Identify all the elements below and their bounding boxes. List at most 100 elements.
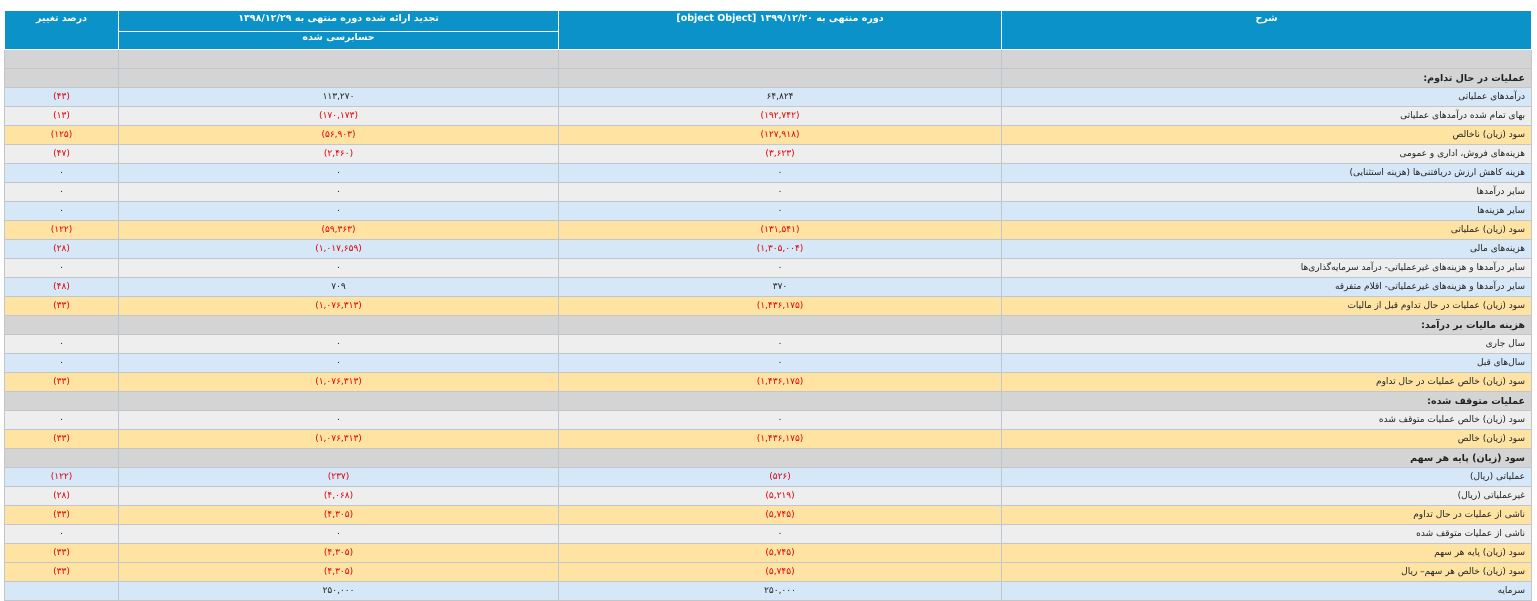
current-period-value: ۰: [558, 163, 1002, 183]
row-description: سایر درآمدها و هزینه‌های غیرعملیاتی- اقل…: [1001, 277, 1532, 297]
empty-cell: [118, 49, 559, 69]
current-period-value: ۰: [558, 334, 1002, 354]
section-row: سود (زیان) پایه هر سهم: [4, 448, 1532, 468]
row-description: سایر درآمدها و هزینه‌های غیرعملیاتی- درآ…: [1001, 258, 1532, 278]
table-row: سایر درآمدها و هزینه‌های غیرعملیاتی- اقل…: [4, 277, 1532, 297]
current-period-value: (۱۲۷,۹۱۸): [558, 125, 1002, 145]
empty-cell: [4, 49, 119, 69]
current-period-value: ۰: [558, 182, 1002, 202]
previous-period-value: ۰: [118, 410, 559, 430]
row-description: سود (زیان) ناخالص: [1001, 125, 1532, 145]
percent-change-value: (۴۸): [4, 277, 119, 297]
row-description: سود (زیان) خالص: [1001, 429, 1532, 449]
percent-change-value: ۰: [4, 258, 119, 278]
income-statement-table: شرح دوره منتهی به ۱۳۹۹/۱۲/۲۰ [object Obj…: [4, 10, 1532, 601]
table-row: عملیاتی (ریال) (۵۲۶) (۲۳۷) (۱۲۲): [4, 467, 1532, 487]
row-description: سود (زیان) خالص عملیات در حال تداوم: [1001, 372, 1532, 392]
percent-change-value: [4, 581, 119, 601]
percent-change-value: ۰: [4, 353, 119, 373]
table-row: سال‌های قبل ۰ ۰ ۰: [4, 353, 1532, 373]
table-row: سود (زیان) پایه هر سهم (۵,۷۴۵) (۴,۳۰۵) (۳۳): [4, 543, 1532, 563]
table-row: سایر درآمدها ۰ ۰ ۰: [4, 182, 1532, 202]
table-row: سود (زیان) خالص (۱,۴۳۶,۱۷۵) (۱,۰۷۶,۳۱۳) (۳۳…: [4, 429, 1532, 449]
row-description: سود (زیان) خالص هر سهم– ریال: [1001, 562, 1532, 582]
row-description: سایر درآمدها: [1001, 182, 1532, 202]
percent-change-value: (۳۳): [4, 429, 119, 449]
header-percent-change: درصد تغییر: [4, 10, 119, 50]
previous-period-value: ۱۱۳,۲۷۰: [118, 87, 559, 107]
current-period-value: (۵,۷۴۵): [558, 543, 1002, 563]
previous-period-value: ۰: [118, 524, 559, 544]
section-title: هزینه مالیات بر درآمد:: [1001, 315, 1532, 335]
previous-period-value: ۲۵۰,۰۰۰: [118, 581, 559, 601]
percent-change-value: (۳۳): [4, 543, 119, 563]
current-period-value: ۳۷۰: [558, 277, 1002, 297]
table-row: بهای تمام شده درآمدهای عملیاتی (۱۹۲,۷۴۲)(…: [4, 106, 1532, 126]
section-row: عملیات در حال تداوم:: [4, 68, 1532, 88]
percent-change-value: (۱۲۲): [4, 467, 119, 487]
section-title: سود (زیان) پایه هر سهم: [1001, 448, 1532, 468]
percent-change-value: (۲۸): [4, 486, 119, 506]
current-period-value: (۵۲۶): [558, 467, 1002, 487]
percent-change-value: ۰: [4, 524, 119, 544]
table-row: سود (زیان) عملیاتی (۱۳۱,۵۴۱) (۵۹,۳۶۳) (۱۲۲): [4, 220, 1532, 240]
table-row: سود (زیان) خالص عملیات در حال تداوم (۱,۴۳…: [4, 372, 1532, 392]
empty-cell: [118, 448, 559, 468]
previous-period-value: (۴,۳۰۵): [118, 562, 559, 582]
row-description: سود (زیان) پایه هر سهم: [1001, 543, 1532, 563]
current-period-value: (۱,۴۳۶,۱۷۵): [558, 296, 1002, 316]
current-period-value: (۱,۴۳۶,۱۷۵): [558, 372, 1002, 392]
row-description: هزینه‌های فروش، اداری و عمومی: [1001, 144, 1532, 164]
empty-cell: [558, 391, 1002, 411]
percent-change-value: (۳۳): [4, 505, 119, 525]
previous-period-value: ۷۰۹: [118, 277, 559, 297]
row-description: بهای تمام شده درآمدهای عملیاتی: [1001, 106, 1532, 126]
row-description: سرمایه: [1001, 581, 1532, 601]
row-description: سود (زیان) عملیاتی: [1001, 220, 1532, 240]
row-description: سایر هزینه‌ها: [1001, 201, 1532, 221]
empty-cell: [118, 391, 559, 411]
previous-period-value: ۰: [118, 353, 559, 373]
current-period-value: ۰: [558, 353, 1002, 373]
table-row: سود (زیان) خالص عملیات متوقف شده ۰ ۰ ۰: [4, 410, 1532, 430]
table-row: هزینه کاهش ارزش دریافتنی‌ها (هزینه استثن…: [4, 163, 1532, 183]
percent-change-value: ۰: [4, 334, 119, 354]
section-row: هزینه مالیات بر درآمد:: [4, 315, 1532, 335]
previous-period-value: ۰: [118, 182, 559, 202]
percent-change-value: (۱۲۵): [4, 125, 119, 145]
current-period-value: (۱۹۲,۷۴۲): [558, 106, 1002, 126]
previous-period-value: (۱,۰۷۶,۳۱۳): [118, 296, 559, 316]
section-title: عملیات متوقف شده:: [1001, 391, 1532, 411]
table-row: ناشی از عملیات متوقف شده ۰ ۰ ۰: [4, 524, 1532, 544]
empty-cell: [118, 315, 559, 335]
empty-cell: [4, 68, 119, 88]
percent-change-value: (۳۳): [4, 562, 119, 582]
current-period-value: ۲۵۰,۰۰۰: [558, 581, 1002, 601]
header-current-period: دوره منتهی به ۱۳۹۹/۱۲/۲۰ [object Object]: [558, 10, 1002, 50]
percent-change-value: (۴۷): [4, 144, 119, 164]
table-row: سایر هزینه‌ها ۰ ۰ ۰: [4, 201, 1532, 221]
table-header: شرح دوره منتهی به ۱۳۹۹/۱۲/۲۰ [object Obj…: [4, 10, 1532, 50]
row-description: ناشی از عملیات در حال تداوم: [1001, 505, 1532, 525]
previous-period-value: (۱,۰۱۷,۶۵۹): [118, 239, 559, 259]
row-description: هزینه کاهش ارزش دریافتنی‌ها (هزینه استثن…: [1001, 163, 1532, 183]
table-body: عملیات در حال تداوم: درآمدهای عملیاتی ۶۴,۸…: [4, 49, 1532, 601]
previous-period-value: (۱,۰۷۶,۳۱۳): [118, 429, 559, 449]
percent-change-value: ۰: [4, 410, 119, 430]
current-period-value: ۰: [558, 410, 1002, 430]
empty-cell: [558, 448, 1002, 468]
row-description: سود (زیان) عملیات در حال تداوم قبل از ما…: [1001, 296, 1532, 316]
current-period-value: (۵,۷۴۵): [558, 505, 1002, 525]
empty-cell: [558, 315, 1002, 335]
empty-cell: [558, 68, 1002, 88]
table-row: درآمدهای عملیاتی ۶۴,۸۲۴ ۱۱۳,۲۷۰ (۴۳): [4, 87, 1532, 107]
empty-cell: [4, 315, 119, 335]
table-row: هزینه‌های فروش، اداری و عمومی (۳,۶۲۳) (۲,۴…: [4, 144, 1532, 164]
previous-period-value: (۱۷۰,۱۷۳): [118, 106, 559, 126]
current-period-value: ۰: [558, 258, 1002, 278]
header-audited: حسابرسی شده: [118, 31, 559, 50]
previous-period-value: (۴,۳۰۵): [118, 543, 559, 563]
row-description: غیرعملیاتی (ریال): [1001, 486, 1532, 506]
percent-change-value: (۳۳): [4, 296, 119, 316]
header-description: شرح: [1001, 10, 1532, 50]
